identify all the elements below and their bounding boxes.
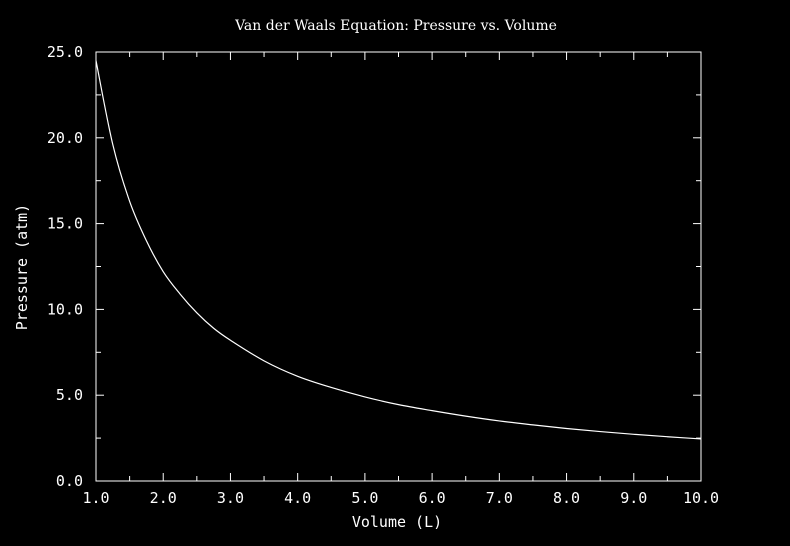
y-tick-label: 15.0 (47, 215, 83, 233)
x-tick-labels: 1.0 2.0 3.0 4.0 5.0 6.0 7.0 8.0 9.0 10.0 (82, 489, 719, 507)
x-tick-label: 9.0 (620, 489, 647, 507)
y-tick-label: 0.0 (56, 472, 83, 490)
y-tick-labels: 0.0 5.0 10.0 15.0 20.0 25.0 (47, 43, 83, 490)
y-axis-label: Pressure (atm) (13, 204, 31, 330)
y-tick-label: 5.0 (56, 386, 83, 404)
x-tick-label: 7.0 (486, 489, 513, 507)
x-tick-label: 2.0 (150, 489, 177, 507)
x-tick-label: 5.0 (351, 489, 378, 507)
chart-title: Van der Waals Equation: Pressure vs. Vol… (234, 18, 557, 34)
x-tick-label: 1.0 (82, 489, 109, 507)
x-tick-label: 3.0 (217, 489, 244, 507)
y-tick-label: 25.0 (47, 43, 83, 61)
x-tick-label: 10.0 (683, 489, 719, 507)
tick-marks (95, 51, 702, 482)
x-tick-label: 8.0 (553, 489, 580, 507)
x-tick-label: 6.0 (419, 489, 446, 507)
x-tick-label: 4.0 (284, 489, 311, 507)
y-tick-label: 20.0 (47, 129, 83, 147)
y-tick-label: 10.0 (47, 300, 83, 318)
x-axis-label: Volume (L) (352, 513, 442, 531)
series-line (95, 60, 702, 440)
